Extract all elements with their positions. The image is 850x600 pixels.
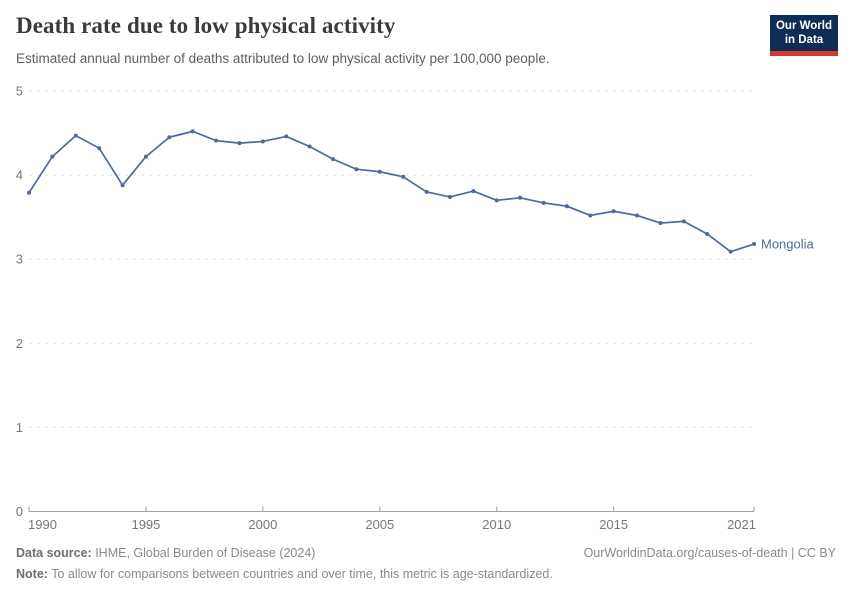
data-point [611,209,616,214]
data-point [658,221,663,226]
note-label: Note: [16,567,48,581]
data-point [307,144,312,149]
series-line [28,130,755,253]
data-point [424,189,429,194]
data-point [564,204,569,209]
data-point [588,213,593,218]
data-point [494,198,499,203]
data-point [377,169,382,174]
x-tick-label: 2000 [248,517,277,532]
data-point [471,189,476,194]
series-end-label: Mongolia [761,237,815,252]
owid-logo-accent-strip [770,51,838,56]
footer: Data source: IHME, Global Burden of Dise… [16,546,836,560]
owid-logo-box: Our World in Data [770,15,838,51]
y-tick-label: 5 [16,84,23,99]
y-tick-label: 2 [16,336,23,351]
data-point [705,231,710,236]
data-point [284,134,289,139]
owid-logo-line1: Our World [775,20,832,32]
data-point [681,219,686,224]
data-point [541,200,546,205]
data-point [167,135,172,140]
data-point [214,138,219,143]
x-tick-label: 2010 [482,517,511,532]
note-value: To allow for comparisons between countri… [47,567,553,581]
data-point [354,167,359,172]
data-point [190,129,195,134]
data-point [120,183,125,188]
data-point [27,190,31,195]
attribution-text: OurWorldinData.org/causes-of-death | CC … [583,546,836,560]
owid-logo-line2: in Data [784,34,824,46]
data-point [635,213,640,218]
data-source-value: IHME, Global Burden of Disease (2024) [91,546,316,560]
x-tick-label: 2015 [599,517,628,532]
data-point [728,249,733,254]
data-point [143,154,148,159]
data-source-text: Data source: IHME, Global Burden of Dise… [16,546,315,560]
data-source-label: Data source: [16,546,92,560]
data-point [73,133,78,138]
y-tick-label: 0 [16,504,23,519]
y-tick-label: 3 [16,252,23,267]
x-tick-label: 2005 [365,517,394,532]
data-point [331,157,336,162]
x-tick-label: 1995 [131,517,160,532]
data-point [401,174,406,179]
page-title: Death rate due to low physical activity [16,13,396,38]
data-point [260,139,265,144]
data-point [97,146,102,151]
y-tick-label: 4 [16,168,23,183]
x-tick-label: 2021 [727,517,756,532]
owid-logo: Our World in Data [770,15,838,56]
y-tick-label: 1 [16,420,23,435]
footnote: Note: To allow for comparisons between c… [16,567,836,581]
data-point [752,242,756,247]
chart-subtitle: Estimated annual number of deaths attrib… [16,51,550,66]
x-tick-label: 1990 [28,517,57,532]
data-point [50,154,55,159]
data-point [237,141,242,146]
data-point [518,195,523,200]
data-point [447,194,452,199]
